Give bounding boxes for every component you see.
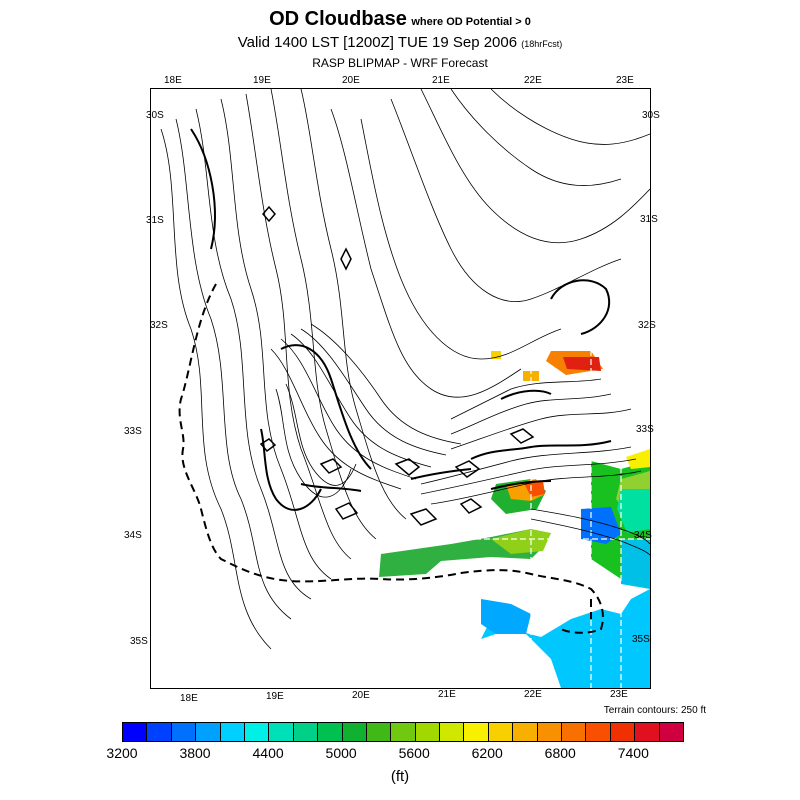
lon-top-label: 23E bbox=[616, 75, 634, 86]
lon-bottom-label: 18E bbox=[180, 693, 198, 704]
color-swatch bbox=[318, 723, 343, 741]
lon-bottom-label: 23E bbox=[610, 689, 628, 700]
lon-bottom-label: 21E bbox=[438, 689, 456, 700]
lat-right-label: 35S bbox=[632, 634, 650, 645]
lat-right-label: 30S bbox=[642, 110, 660, 121]
title-qualifier: where OD Potential > 0 bbox=[411, 16, 531, 28]
color-swatch bbox=[293, 723, 319, 741]
lon-bottom-label: 19E bbox=[266, 691, 284, 702]
lat-right-label: 32S bbox=[638, 320, 656, 331]
color-swatch bbox=[586, 723, 611, 741]
color-swatch bbox=[537, 723, 563, 741]
color-scale-bar bbox=[122, 722, 684, 742]
lon-top-label: 18E bbox=[164, 75, 182, 86]
color-scale-tick: 5000 bbox=[325, 745, 357, 761]
color-scale-tick: 4400 bbox=[252, 745, 284, 761]
grid-lines bbox=[151, 89, 650, 688]
color-swatch bbox=[635, 723, 660, 741]
map-title: OD Cloudbase where OD Potential > 0 bbox=[0, 8, 800, 31]
color-scale-labels: 3200 3800 4400 5000 5600 6200 6800 7400 bbox=[0, 745, 800, 765]
terrain-contours bbox=[160, 89, 650, 650]
color-swatch bbox=[391, 723, 416, 741]
color-swatch bbox=[244, 723, 270, 741]
lat-left-label: 32S bbox=[150, 320, 168, 331]
color-swatch bbox=[610, 723, 636, 741]
cloudbase-fill-area bbox=[523, 371, 539, 381]
color-swatch bbox=[171, 723, 197, 741]
lat-left-label: 31S bbox=[146, 215, 164, 226]
title-main: OD Cloudbase bbox=[269, 8, 407, 30]
lon-top-label: 20E bbox=[342, 75, 360, 86]
cloudbase-fill-area bbox=[626, 449, 650, 469]
color-swatch bbox=[342, 723, 367, 741]
color-swatch bbox=[562, 723, 587, 741]
lon-bottom-label: 20E bbox=[352, 690, 370, 701]
cloudbase-fill-area bbox=[523, 481, 545, 497]
cloudbase-fill-area bbox=[621, 539, 650, 589]
cloudbase-fill-area bbox=[617, 489, 650, 533]
color-swatch bbox=[488, 723, 514, 741]
forecast-map[interactable] bbox=[150, 88, 651, 689]
coastline bbox=[178, 283, 604, 634]
valid-text: Valid 1400 LST [1200Z] TUE 19 Sep 2006 bbox=[237, 34, 518, 51]
lat-right-label: 31S bbox=[640, 214, 658, 225]
color-swatch bbox=[220, 723, 245, 741]
cloudbase-fill-area bbox=[491, 529, 551, 554]
color-swatch bbox=[123, 723, 148, 741]
color-swatch bbox=[513, 723, 538, 741]
cloudbase-fill bbox=[379, 351, 650, 688]
forecast-hours: (18hrFcst) bbox=[521, 39, 563, 49]
lat-right-label: 33S bbox=[636, 424, 654, 435]
color-swatch bbox=[415, 723, 441, 741]
lon-top-label: 22E bbox=[524, 75, 542, 86]
color-scale-tick: 5600 bbox=[398, 745, 430, 761]
lat-left-label: 33S bbox=[124, 426, 142, 437]
terrain-contours-major bbox=[190, 128, 612, 511]
lon-top-label: 21E bbox=[432, 75, 450, 86]
color-swatch bbox=[366, 723, 392, 741]
color-swatch bbox=[269, 723, 294, 741]
lat-left-label: 30S bbox=[146, 110, 164, 121]
lon-bottom-label: 22E bbox=[524, 689, 542, 700]
color-swatch bbox=[147, 723, 172, 741]
color-scale-unit: (ft) bbox=[390, 768, 410, 785]
cloudbase-fill-area bbox=[563, 357, 601, 371]
color-swatch bbox=[659, 723, 683, 741]
cloudbase-fill-area bbox=[481, 589, 650, 688]
valid-time: Valid 1400 LST [1200Z] TUE 19 Sep 2006 (… bbox=[0, 34, 800, 51]
terrain-contour-note: Terrain contours: 250 ft bbox=[603, 705, 706, 716]
color-swatch bbox=[440, 723, 465, 741]
cloudbase-fill-area bbox=[481, 599, 531, 634]
color-scale-tick: 7400 bbox=[617, 745, 649, 761]
color-scale-tick: 6800 bbox=[544, 745, 576, 761]
color-swatch bbox=[464, 723, 489, 741]
contour-rings bbox=[259, 205, 535, 526]
color-scale-tick: 3200 bbox=[106, 745, 138, 761]
color-swatch bbox=[196, 723, 221, 741]
color-scale-tick: 3800 bbox=[179, 745, 211, 761]
map-canvas bbox=[151, 89, 650, 688]
lat-right-label: 34S bbox=[634, 530, 652, 541]
color-scale-tick: 6200 bbox=[471, 745, 503, 761]
lon-top-label: 19E bbox=[253, 75, 271, 86]
lat-left-label: 34S bbox=[124, 530, 142, 541]
subtitle: RASP BLIPMAP - WRF Forecast bbox=[312, 56, 488, 70]
lat-left-label: 35S bbox=[130, 636, 148, 647]
